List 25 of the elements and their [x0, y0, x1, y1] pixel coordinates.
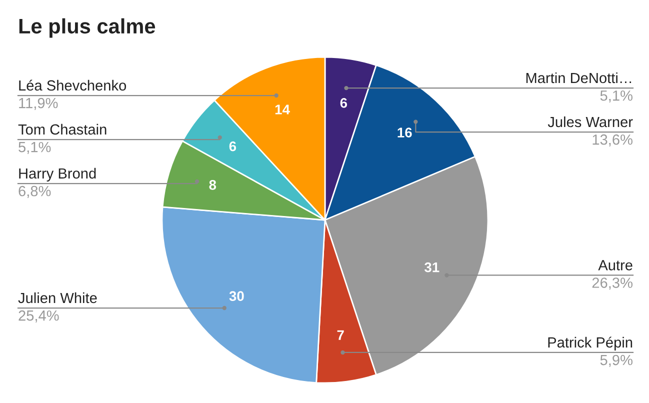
- text: 25,4%: [18, 310, 59, 322]
- data-label: 6: [229, 141, 236, 152]
- data-label: 30: [229, 291, 244, 302]
- text: 5,1%: [600, 90, 632, 102]
- data-label: 14: [275, 104, 290, 114]
- chart-title: Le plus calme: [19, 18, 156, 38]
- slice-label: Martin DeNotti…: [526, 72, 632, 84]
- text: 11,9%: [19, 98, 58, 110]
- text: 13,6%: [592, 134, 632, 146]
- data-label: 8: [209, 180, 216, 190]
- text: 6,8%: [18, 186, 51, 198]
- text: 26,3%: [592, 278, 632, 290]
- text: 5,1%: [18, 142, 51, 154]
- slice-label: Léa Shevchenko: [19, 80, 126, 91]
- data-label: 7: [337, 330, 344, 340]
- data-label: 31: [424, 262, 440, 272]
- slice-label: Patrick Pépin: [548, 336, 632, 350]
- slice-label: Autre: [598, 260, 632, 270]
- text: 5,9%: [600, 354, 632, 367]
- slice-label: Julien White: [18, 292, 97, 304]
- data-label: 16: [398, 128, 412, 138]
- slice-label: Harry Brond: [19, 168, 96, 182]
- data-label: 6: [340, 98, 348, 108]
- slice-label: Jules Warner: [548, 116, 633, 128]
- slice-label: Tom Chastain: [18, 124, 106, 135]
